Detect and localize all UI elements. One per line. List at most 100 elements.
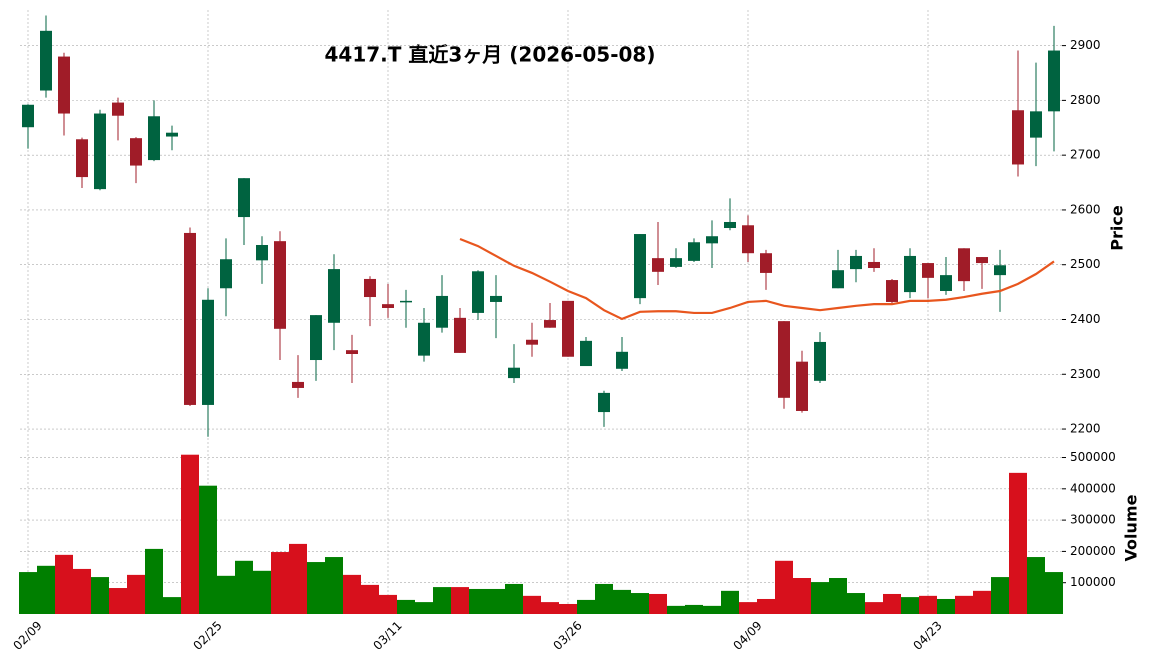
candle-body	[220, 259, 232, 289]
volume-bar	[559, 603, 577, 614]
candle-body	[994, 265, 1006, 276]
candle-body	[580, 340, 592, 367]
candle-body	[166, 132, 178, 137]
candle-body	[508, 367, 520, 379]
volume-bar	[487, 588, 505, 614]
volume-bar	[595, 583, 613, 614]
volume-bar	[235, 560, 253, 614]
candle-body	[76, 139, 88, 178]
volume-bar	[127, 574, 145, 614]
volume-bar	[37, 565, 55, 614]
volume-bar	[469, 588, 487, 614]
x-tick-label: 03/26	[550, 618, 584, 652]
candle-body	[850, 255, 862, 270]
candle-body	[184, 232, 196, 405]
candle-body	[688, 242, 700, 261]
volume-bar	[523, 595, 541, 614]
candle-body	[472, 271, 484, 313]
volume-bar	[19, 572, 37, 614]
candle-body	[148, 116, 160, 161]
volume-bar	[901, 597, 919, 614]
candle-body	[202, 299, 214, 405]
volume-bar	[379, 594, 397, 614]
y-tick-label: 2600	[1070, 202, 1101, 216]
volume-bar	[739, 602, 757, 614]
chart-title: 4417.T 直近3ヶ月 (2026-05-08)	[325, 43, 656, 67]
volume-bar	[793, 578, 811, 614]
moving-average	[459, 237, 1055, 321]
volume-bar	[253, 570, 271, 614]
candle-body	[292, 381, 304, 388]
candle-body	[40, 30, 52, 91]
candle-body	[364, 278, 376, 298]
volume-bar	[217, 575, 235, 614]
y-tick-label: 100000	[1070, 575, 1116, 589]
volume-bar	[541, 602, 559, 614]
volume-bar	[1009, 472, 1027, 614]
volume-bar	[685, 604, 703, 614]
candle-body	[544, 320, 556, 328]
volume-bar	[181, 454, 199, 614]
candle-body	[454, 317, 466, 353]
x-tick-label: 04/23	[910, 618, 944, 652]
candle-body	[256, 244, 268, 261]
candle-body	[526, 339, 538, 345]
volume-bar	[145, 548, 163, 614]
y-tick-label: 2500	[1070, 257, 1101, 271]
candle-body	[760, 253, 772, 273]
candle-body	[706, 236, 718, 244]
candle-body	[814, 341, 826, 381]
volume-bar	[757, 598, 775, 614]
y-tick-label: 2900	[1070, 38, 1101, 52]
candle-body	[832, 270, 844, 289]
volume-bar	[847, 593, 865, 614]
volume-bar	[613, 589, 631, 614]
volume-bar	[703, 605, 721, 614]
candle-body	[328, 269, 340, 323]
candle-body	[1012, 110, 1024, 165]
candle-body	[346, 350, 358, 354]
candle-body	[616, 351, 628, 369]
candle-body	[634, 234, 646, 299]
y-tick-label: 2300	[1070, 367, 1101, 381]
candle-body	[274, 241, 286, 329]
volume-bar	[937, 598, 955, 614]
candle-body	[1048, 50, 1060, 112]
y-tick-label: 2800	[1070, 93, 1101, 107]
candle-body	[904, 255, 916, 293]
volume-bar	[991, 577, 1009, 614]
volume-bar	[397, 599, 415, 614]
volume-bar	[307, 562, 325, 614]
volume-bar	[829, 578, 847, 614]
volume-bar	[631, 593, 649, 614]
candle-body	[58, 56, 70, 114]
candle-body	[490, 295, 502, 302]
volume-bar	[775, 560, 793, 614]
y-tick-label: 300000	[1070, 513, 1116, 527]
candle-body	[418, 322, 430, 356]
candle-body	[976, 257, 988, 264]
y-axis-title: Price	[1108, 205, 1127, 251]
x-tick-label: 02/09	[10, 618, 44, 652]
candle-body	[742, 225, 754, 254]
candle-body	[130, 138, 142, 166]
volume-bar	[433, 587, 451, 614]
candle-body	[670, 258, 682, 267]
x-tick-label: 04/09	[730, 618, 764, 652]
volume-bar	[73, 568, 91, 614]
candle-body	[22, 104, 34, 128]
candle-body	[1030, 111, 1042, 138]
volume-bar	[55, 554, 73, 614]
volume-bar	[91, 577, 109, 614]
y-tick-label: 200000	[1070, 544, 1116, 558]
volume-bar	[325, 557, 343, 614]
volume-bar	[883, 593, 901, 614]
candle-body	[382, 304, 394, 308]
volume-bar	[163, 597, 181, 614]
candle-body	[112, 102, 124, 116]
candle-body	[562, 300, 574, 357]
volume-bar	[919, 595, 937, 614]
volume-bar	[505, 583, 523, 614]
candle-body	[310, 315, 322, 361]
